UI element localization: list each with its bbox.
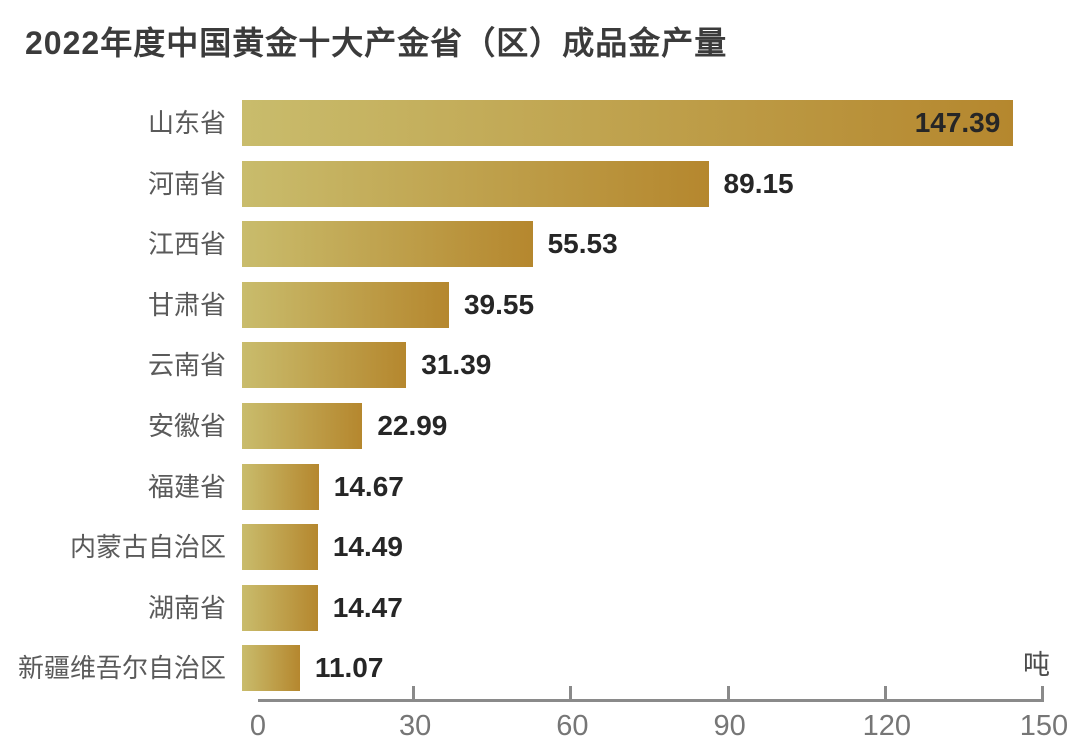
category-label: 安徽省 — [147, 410, 226, 441]
value-label: 55.53 — [547, 228, 618, 260]
bar-row: 新疆维吾尔自治区 11.07 — [0, 645, 1080, 692]
value-label: 31.39 — [421, 349, 492, 381]
tick-label: 30 — [399, 710, 432, 742]
tick-mark — [1041, 686, 1044, 702]
bar-row: 河南省 89.15 — [0, 160, 1080, 207]
bar-row: 湖南省 14.47 — [0, 584, 1080, 631]
bar — [242, 100, 1014, 146]
bar-row: 江西省 55.53 — [0, 221, 1080, 268]
bar-track: 39.55 — [242, 281, 1027, 328]
category-label: 内蒙古自治区 — [69, 532, 226, 563]
category-label: 福建省 — [147, 471, 226, 502]
bar — [242, 342, 407, 389]
bar-track: 147.39 — [242, 100, 1027, 146]
value-label: 22.99 — [377, 409, 448, 441]
tick-label: 60 — [556, 710, 589, 742]
bar — [242, 221, 533, 268]
bar-track: 14.49 — [242, 524, 1027, 571]
category-label: 江西省 — [147, 229, 226, 260]
tick-label: 0 — [249, 710, 267, 742]
tick-label: 90 — [713, 710, 746, 742]
bar — [242, 160, 709, 207]
tick-label: 150 — [1019, 710, 1069, 742]
value-label: 14.67 — [333, 470, 404, 502]
bar-track: 22.99 — [242, 402, 1027, 449]
bar-row: 福建省 14.67 — [0, 463, 1080, 510]
bar — [242, 524, 318, 571]
bar-track: 89.15 — [242, 160, 1027, 207]
bar-row: 山东省 147.39 — [0, 100, 1080, 146]
bar-track: 14.47 — [242, 584, 1027, 631]
bar-track: 11.07 — [242, 645, 1027, 692]
tick-mark — [569, 686, 573, 702]
x-axis: 吨 0 30 60 90 120 150 — [250, 650, 1068, 746]
bar-row: 内蒙古自治区 14.49 — [0, 524, 1080, 571]
bar-row: 云南省 31.39 — [0, 342, 1080, 389]
bar-track: 14.67 — [242, 463, 1027, 510]
value-label: 14.49 — [332, 531, 403, 563]
category-label: 云南省 — [147, 350, 226, 381]
x-axis-line — [258, 699, 1044, 702]
bar-track: 55.53 — [242, 221, 1027, 268]
value-label: 89.15 — [723, 167, 794, 199]
bar-row: 甘肃省 39.55 — [0, 281, 1080, 328]
value-label: 147.39 — [914, 107, 1001, 138]
tick-label: 120 — [862, 710, 911, 742]
tick-mark — [726, 686, 730, 702]
tick-mark — [412, 686, 416, 702]
bar — [242, 281, 449, 328]
category-label: 新疆维吾尔自治区 — [17, 653, 226, 684]
category-label: 河南省 — [147, 168, 226, 199]
tick-mark — [883, 686, 887, 702]
bar-row: 安徽省 22.99 — [0, 402, 1080, 449]
value-label: 39.55 — [463, 288, 535, 320]
bar — [242, 402, 363, 449]
category-label: 湖南省 — [147, 592, 226, 623]
bar — [242, 645, 300, 692]
axis-unit-label: 吨 — [1023, 650, 1050, 680]
bar-rows: 山东省 147.39 河南省 89.15 江西省 55.53 甘肃省 39.55 云南省 31.3… — [0, 100, 1080, 706]
bar — [242, 584, 318, 631]
bar — [242, 463, 319, 510]
chart-title: 2022年度中国黄金十大产金省（区）成品金产量 — [25, 25, 728, 61]
category-label: 甘肃省 — [147, 289, 226, 320]
bar-track: 31.39 — [242, 342, 1027, 389]
category-label: 山东省 — [147, 108, 226, 138]
value-label: 14.47 — [332, 591, 403, 623]
value-label: 11.07 — [314, 652, 384, 684]
